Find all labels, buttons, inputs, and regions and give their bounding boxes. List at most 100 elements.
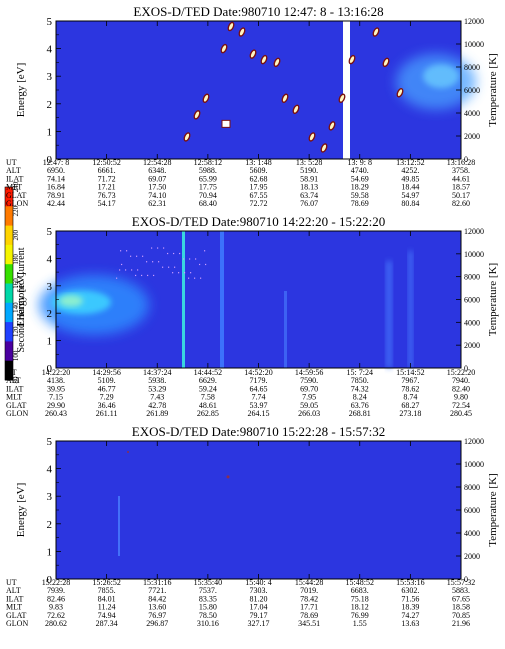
y-tick-label: 4 xyxy=(47,464,53,476)
orbit-table-cell: 58.91 xyxy=(300,174,318,183)
y-axis-label: Energy [eV] xyxy=(15,483,27,537)
orbit-table-cell: 29.90 xyxy=(47,401,65,410)
y2-tick-label: 8000 xyxy=(464,63,480,72)
panel-3: EXOS-D/TED Date:980710 15:22:28 - 15:57:… xyxy=(6,424,499,628)
scatter-dot xyxy=(178,272,180,274)
feature-spot xyxy=(221,45,227,52)
y2-tick-label: 0 xyxy=(464,575,468,584)
orbit-table-cell: 18.13 xyxy=(300,183,318,192)
orbit-table-cell: 36.46 xyxy=(98,401,116,410)
feature-spot xyxy=(293,105,299,113)
orbit-table-cell: 76.73 xyxy=(98,191,116,200)
orbit-table-cell: 16.84 xyxy=(47,183,65,192)
orbit-table-cell: 46.77 xyxy=(98,384,116,393)
feature-spot xyxy=(274,59,280,66)
orbit-table-cell: 7019. xyxy=(300,586,318,595)
orbit-table-cell: 42.44 xyxy=(47,199,65,208)
scatter-dot xyxy=(183,258,185,260)
orbit-table-cell: 63.76 xyxy=(351,401,369,410)
orbit-row-label: ILAT xyxy=(6,594,23,603)
orbit-table-cell: 76.99 xyxy=(351,611,369,620)
y-tick-label: 4 xyxy=(47,44,53,56)
scatter-dot xyxy=(120,250,122,252)
orbit-table-cell: 7940. xyxy=(452,376,470,385)
orbit-table-cell: 15: 7:24 xyxy=(347,368,373,377)
y2-tick-label: 8000 xyxy=(464,483,480,492)
feature-spot xyxy=(261,56,267,63)
orbit-table-cell: 12:47: 8 xyxy=(43,158,69,167)
y2-tick-label: 6000 xyxy=(464,296,480,305)
orbit-table-cell: 6950. xyxy=(47,166,65,175)
orbit-table-cell: 69.07 xyxy=(148,174,166,183)
y2-tick-label: 4000 xyxy=(464,109,480,118)
feature-block xyxy=(221,119,231,128)
orbit-table-cell: 261.89 xyxy=(146,409,168,418)
panel-1: EXOS-D/TED Date:980710 12:47: 8 - 13:16:… xyxy=(6,4,499,208)
scatter-dot xyxy=(136,255,138,257)
orbit-row-label: ALT xyxy=(6,166,21,175)
orbit-table-cell: 18.29 xyxy=(351,183,369,192)
y-tick-label: 0 xyxy=(47,574,53,586)
y2-tick-label: 2000 xyxy=(464,341,480,350)
orbit-row-label: UT xyxy=(6,158,17,167)
y2-tick-label: 12000 xyxy=(464,437,484,446)
y-tick-label: 0 xyxy=(47,363,53,375)
scatter-dot xyxy=(204,250,206,252)
orbit-table-cell: 68.27 xyxy=(401,401,419,410)
orbit-table-cell: 15:26:52 xyxy=(92,578,120,587)
y2-axis-label: Temperature [K] xyxy=(487,473,499,546)
scatter-dot xyxy=(190,272,192,274)
orbit-table-cell: 71.72 xyxy=(98,174,116,183)
orbit-table-cell: 280.45 xyxy=(450,409,472,418)
orbit-table-cell: 64.65 xyxy=(250,384,268,393)
orbit-table-cell: 273.18 xyxy=(399,409,421,418)
orbit-table-cell: 4252. xyxy=(401,166,419,175)
orbit-table-cell: 14:22:20 xyxy=(42,368,70,377)
orbit-row-label: MLT xyxy=(6,183,22,192)
orbit-table-cell: 5988. xyxy=(199,166,217,175)
scatter-dot xyxy=(205,263,207,266)
orbit-table-cell: 266.03 xyxy=(298,409,320,418)
orbit-table-cell: 59.58 xyxy=(351,191,369,200)
scatter-dot xyxy=(116,277,118,279)
data-gap xyxy=(343,21,350,159)
orbit-table-cell: 280.62 xyxy=(45,619,67,628)
orbit-table-cell: 15:14:52 xyxy=(396,368,424,377)
orbit-table-cell: 78.50 xyxy=(199,611,217,620)
orbit-table-cell: 83.35 xyxy=(199,594,217,603)
orbit-table-cell: 48.61 xyxy=(199,401,217,410)
orbit-table-cell: 53.29 xyxy=(148,384,166,393)
scatter-dot xyxy=(195,258,197,260)
y2-tick-label: 4000 xyxy=(464,529,480,538)
y-tick-label: 0 xyxy=(47,154,53,166)
feature-spot xyxy=(329,122,335,130)
scatter-dot xyxy=(131,269,133,271)
feature-spot xyxy=(250,50,256,58)
plasma-peak xyxy=(59,294,83,307)
panel-2: EXOS-D/TED Date:980710 14:22:20 - 15:22:… xyxy=(6,214,499,418)
scatter-dot xyxy=(189,258,191,260)
vertical-stripe xyxy=(182,231,185,368)
orbit-row-label: MLT xyxy=(6,393,22,402)
scatter-dot xyxy=(153,274,155,277)
orbit-table-cell: 67.65 xyxy=(452,594,470,603)
colorbar-frame xyxy=(4,186,14,381)
scatter-dot xyxy=(137,269,139,271)
orbit-table-cell: 18.12 xyxy=(351,603,369,612)
orbit-table-cell: 59.24 xyxy=(199,384,217,393)
orbit-table-cell: 11.24 xyxy=(98,603,116,612)
orbit-table-cell: 262.85 xyxy=(197,409,219,418)
orbit-table-cell: 15:40: 4 xyxy=(245,578,271,587)
feature-spot xyxy=(228,23,234,30)
orbit-table-cell: 13: 1:48 xyxy=(245,158,271,167)
scatter-dot xyxy=(147,274,149,277)
feature-spot xyxy=(349,56,355,63)
orbit-table-cell: 14:52:20 xyxy=(244,368,272,377)
orbit-table-cell: 5938. xyxy=(148,376,166,385)
y-tick-label: 1 xyxy=(47,336,53,348)
orbit-table-cell: 12:58:12 xyxy=(194,158,222,167)
colorbar-swatch xyxy=(5,225,13,246)
orbit-table-cell: 74.10 xyxy=(148,191,166,200)
scatter-dot xyxy=(146,261,148,263)
scatter-dot xyxy=(119,269,121,271)
